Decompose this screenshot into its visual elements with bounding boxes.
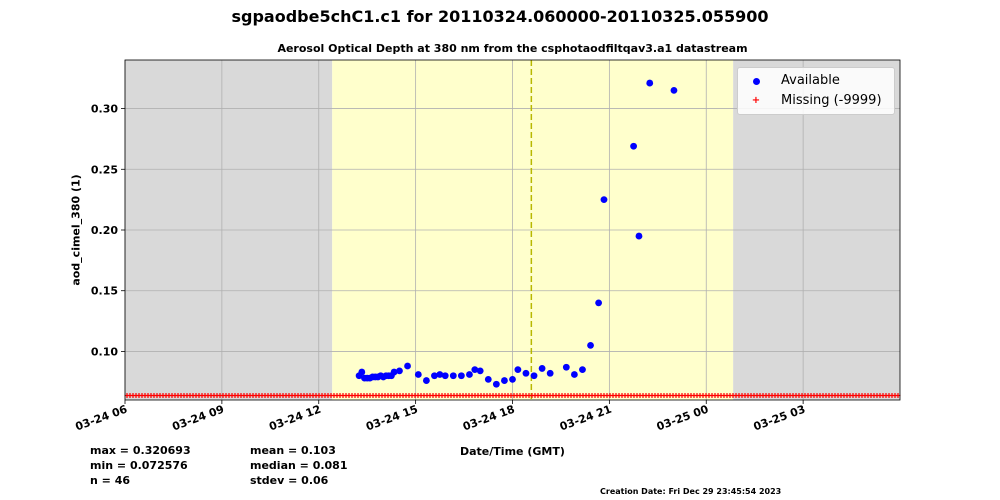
data-point (595, 299, 603, 307)
y-tick-label: 0.15 (91, 285, 118, 298)
y-tick-label: 0.30 (91, 103, 118, 116)
x-tick-label: 03-25 00 (655, 402, 711, 433)
data-point (457, 372, 465, 380)
data-point (538, 365, 546, 372)
data-point (670, 86, 678, 94)
data-point (501, 377, 508, 384)
data-point (630, 142, 637, 150)
data-point (635, 232, 643, 240)
creation-date: Creation Date: Fri Dec 29 23:45:54 2023 (600, 487, 782, 496)
data-point (570, 371, 578, 378)
data-point (530, 372, 538, 380)
legend: Available + Missing (-9999) (737, 67, 895, 115)
data-point (396, 367, 403, 375)
x-tick-label: 03-24 21 (558, 403, 613, 434)
data-point (646, 79, 654, 87)
data-point (509, 375, 516, 383)
data-point (579, 366, 586, 374)
data-point (466, 371, 473, 378)
stat-mean: mean = 0.103 (250, 444, 336, 457)
legend-available-label: Available (781, 73, 840, 88)
y-tick-label: 0.10 (91, 345, 118, 358)
data-point (562, 363, 570, 371)
data-point (587, 341, 594, 349)
data-point (546, 369, 554, 377)
y-axis-label: aod_cimel_380 (1) (69, 174, 83, 286)
data-point (441, 372, 449, 380)
x-tick-label: 03-24 15 (364, 403, 419, 434)
data-point (449, 372, 457, 380)
stat-stdev: stdev = 0.06 (250, 474, 329, 487)
stat-min: min = 0.072576 (90, 459, 188, 472)
x-tick-label: 03-24 06 (74, 402, 130, 433)
data-point (484, 375, 492, 383)
x-tick-label: 03-25 03 (752, 403, 807, 434)
data-point (404, 362, 411, 370)
stat-max: max = 0.320693 (90, 444, 191, 457)
legend-available-marker (752, 77, 760, 85)
data-point (471, 366, 479, 374)
data-point (422, 377, 430, 384)
x-tick-label: 03-24 18 (461, 403, 516, 434)
stat-median: median = 0.081 (250, 459, 348, 472)
legend-item-missing: + Missing (-9999) (738, 91, 894, 111)
x-tick-label: 03-24 09 (170, 403, 225, 434)
available-points (355, 79, 678, 388)
legend-item-available: Available (738, 71, 894, 91)
page-title: sgpaodbe5chC1.c1 for 20110324.060000-201… (231, 7, 769, 26)
legend-missing-marker: + (751, 95, 761, 106)
data-point (436, 371, 444, 378)
data-point (431, 372, 438, 380)
chart-subtitle: Aerosol Optical Depth at 380 nm from the… (277, 42, 748, 55)
data-point (492, 380, 500, 388)
x-tick-label: 03-24 12 (267, 403, 322, 434)
y-tick-label: 0.25 (91, 163, 118, 176)
x-axis-label: Date/Time (GMT) (460, 445, 565, 458)
stat-n: n = 46 (90, 474, 131, 487)
y-axis-ticks: 0.10 0.15 0.20 0.25 0.30 (91, 103, 125, 358)
data-point (390, 368, 398, 376)
data-point (514, 366, 522, 374)
legend-missing-label: Missing (-9999) (781, 93, 882, 108)
data-point (476, 367, 484, 375)
x-axis-ticks: 03-24 06 03-24 09 03-24 12 03-24 15 03-24 18… (74, 400, 807, 434)
data-point (600, 196, 608, 204)
y-tick-label: 0.20 (91, 224, 118, 237)
data-point (414, 371, 422, 378)
data-point (522, 369, 530, 377)
data-point (358, 368, 366, 376)
